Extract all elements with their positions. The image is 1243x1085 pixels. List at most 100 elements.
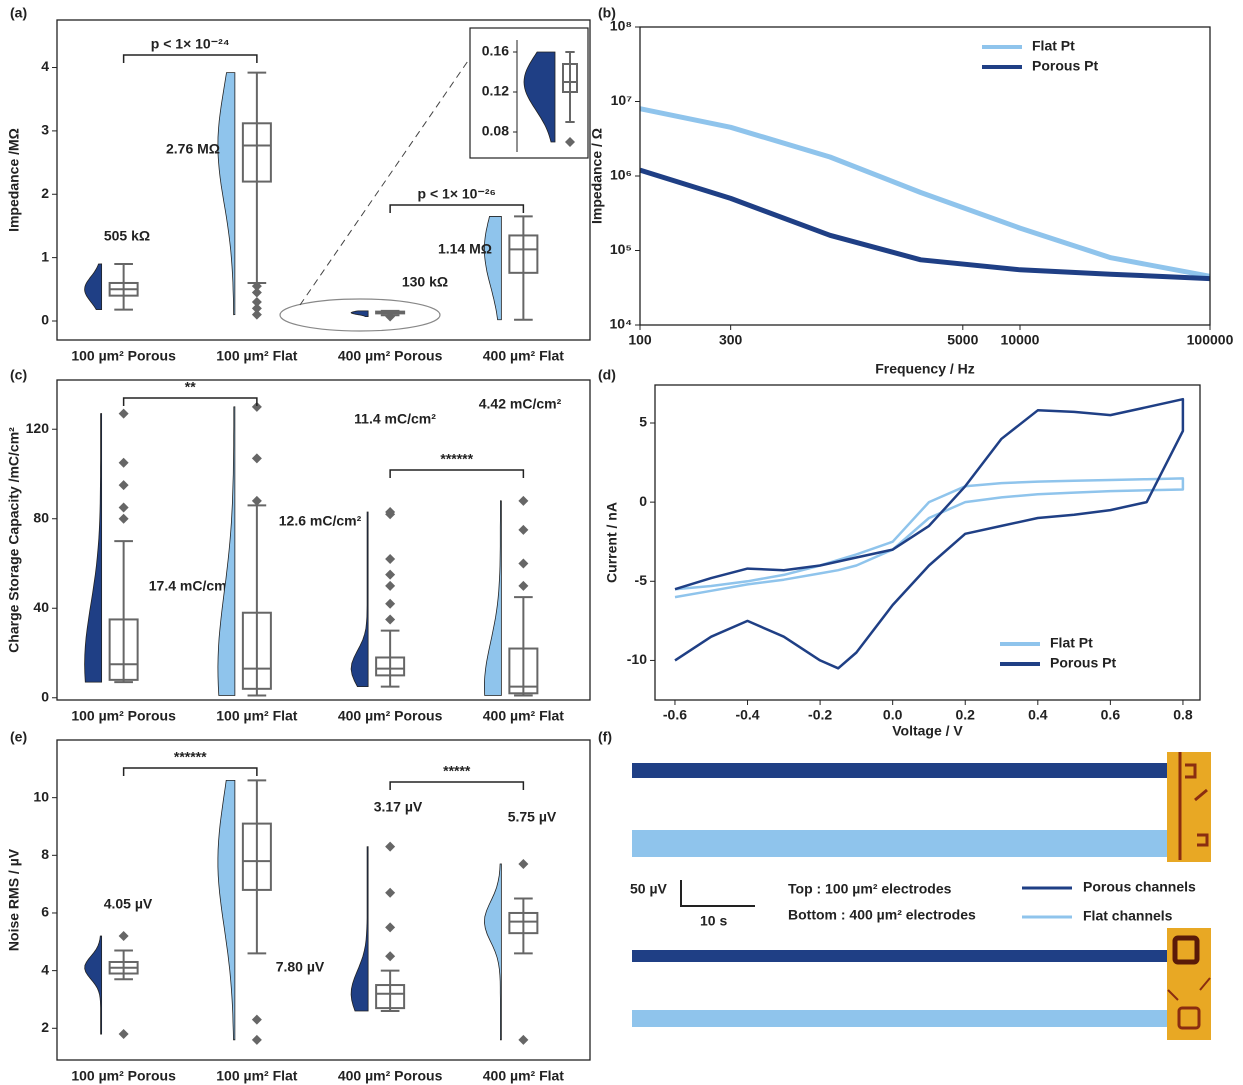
annotation: 4.42 mC/cm²: [479, 396, 562, 412]
violin: [217, 72, 236, 316]
panel-label: (e): [10, 729, 27, 745]
y-tick-label: 0: [639, 493, 647, 509]
y-tick-label: 0: [41, 312, 49, 328]
annotation: 1.14 MΩ: [438, 241, 492, 257]
panel-label: (f): [598, 729, 612, 745]
x-axis-label: Frequency / Hz: [875, 361, 975, 377]
annotation: 2.76 MΩ: [166, 141, 220, 157]
outlier: [251, 495, 262, 506]
y-tick-label: -10: [627, 651, 647, 667]
y-tick-label: 40: [33, 599, 49, 615]
outlier: [385, 614, 396, 625]
outlier: [385, 507, 396, 518]
x-tick-label: 100 µm² Porous: [71, 348, 176, 364]
violin: [484, 215, 502, 321]
inset-tick-label: 0.16: [482, 43, 509, 59]
y-tick-label: 2: [41, 185, 49, 201]
box: [375, 984, 406, 1010]
y-axis-label: Charge Storage Capacity /mC/cm²: [6, 427, 22, 653]
significance-label: *****: [443, 763, 471, 779]
outlier: [251, 287, 262, 298]
annotation: 4.05 µV: [104, 896, 153, 912]
plot-frame: [654, 384, 1201, 701]
x-axis-label: Voltage / V: [892, 723, 963, 739]
outlier: [118, 408, 129, 419]
outlier: [385, 951, 396, 962]
box: [241, 611, 272, 690]
outlier: [118, 480, 129, 491]
plot-frame: [639, 26, 1211, 326]
x-tick-label: 100: [628, 332, 652, 348]
y-tick-label: 8: [41, 846, 49, 862]
panel-label: (c): [10, 367, 27, 383]
x-tick-label: 400 µm² Flat: [483, 348, 565, 364]
box: [108, 618, 139, 681]
box: [241, 122, 272, 183]
y-axis-label: Impedance / Ω: [589, 128, 605, 224]
significance-bracket: [122, 397, 258, 406]
plot-frame: [56, 739, 591, 1061]
significance-label: p < 1× 10⁻²⁴: [151, 36, 230, 52]
panel-label: (b): [598, 5, 616, 21]
y-tick-label: -5: [635, 572, 648, 588]
x-tick-label: 400 µm² Porous: [338, 1068, 443, 1084]
outlier: [118, 502, 129, 513]
annotation: 17.4 mC/cm²: [149, 578, 232, 594]
significance-bracket: [122, 54, 258, 63]
x-tick-label: -0.6: [663, 707, 687, 723]
x-tick-label: -0.2: [808, 707, 832, 723]
outlier: [518, 524, 529, 535]
y-tick-label: 10⁷: [611, 92, 633, 108]
outlier: [565, 137, 575, 147]
outlier: [118, 513, 129, 524]
legend-label: Flat Pt: [1032, 38, 1075, 54]
trace: [632, 950, 1167, 962]
y-tick-label: 10⁸: [610, 18, 632, 34]
outlier: [385, 922, 396, 933]
legend-label: Porous Pt: [1032, 58, 1098, 74]
x-tick-label: 100 µm² Flat: [216, 348, 298, 364]
y-tick-label: 5: [639, 414, 647, 430]
x-tick-label: 100 µm² Porous: [71, 1068, 176, 1084]
inset-tick-label: 0.12: [482, 83, 509, 99]
y-tick-label: 10⁴: [610, 316, 633, 332]
trace: [632, 1010, 1167, 1027]
legend-label: Porous Pt: [1050, 655, 1116, 671]
x-tick-label: 400 µm² Porous: [338, 708, 443, 724]
y-axis-label: Noise RMS / µV: [6, 848, 22, 951]
outlier: [518, 558, 529, 569]
series-line: [639, 167, 1211, 282]
outlier: [518, 858, 529, 869]
y-tick-label: 10⁵: [610, 241, 632, 257]
x-tick-label: 400 µm² Porous: [338, 348, 443, 364]
box: [562, 63, 578, 93]
outlier: [385, 580, 396, 591]
box: [241, 822, 272, 891]
trace: [632, 830, 1167, 857]
plot-frame: [56, 19, 591, 341]
violin: [483, 863, 502, 1041]
note: Bottom : 400 µm² electrodes: [788, 907, 976, 923]
significance-label: p < 1× 10⁻²⁶: [418, 186, 496, 202]
annotation: 505 kΩ: [104, 228, 150, 244]
x-tick-label: 5000: [947, 332, 978, 348]
annotation: 130 kΩ: [402, 274, 448, 290]
scale-bar-label: 50 µV: [630, 881, 668, 897]
panel-f: (f) 50 µV 10 s Top : 100 µm² electrodes …: [598, 729, 1211, 1040]
y-tick-label: 120: [26, 420, 50, 436]
violin: [350, 511, 369, 688]
outlier: [385, 311, 396, 322]
outlier: [385, 598, 396, 609]
violin: [84, 263, 103, 311]
outlier: [518, 580, 529, 591]
x-tick-label: 100 µm² Flat: [216, 1068, 298, 1084]
violin: [84, 935, 103, 1035]
violin: [84, 413, 103, 683]
outlier: [118, 931, 129, 942]
annotation: 7.80 µV: [276, 959, 325, 975]
legend-label: Flat Pt: [1050, 635, 1093, 651]
y-tick-label: 10⁶: [610, 167, 632, 183]
y-tick-label: 2: [41, 1019, 49, 1035]
x-tick-label: 400 µm² Flat: [483, 708, 565, 724]
